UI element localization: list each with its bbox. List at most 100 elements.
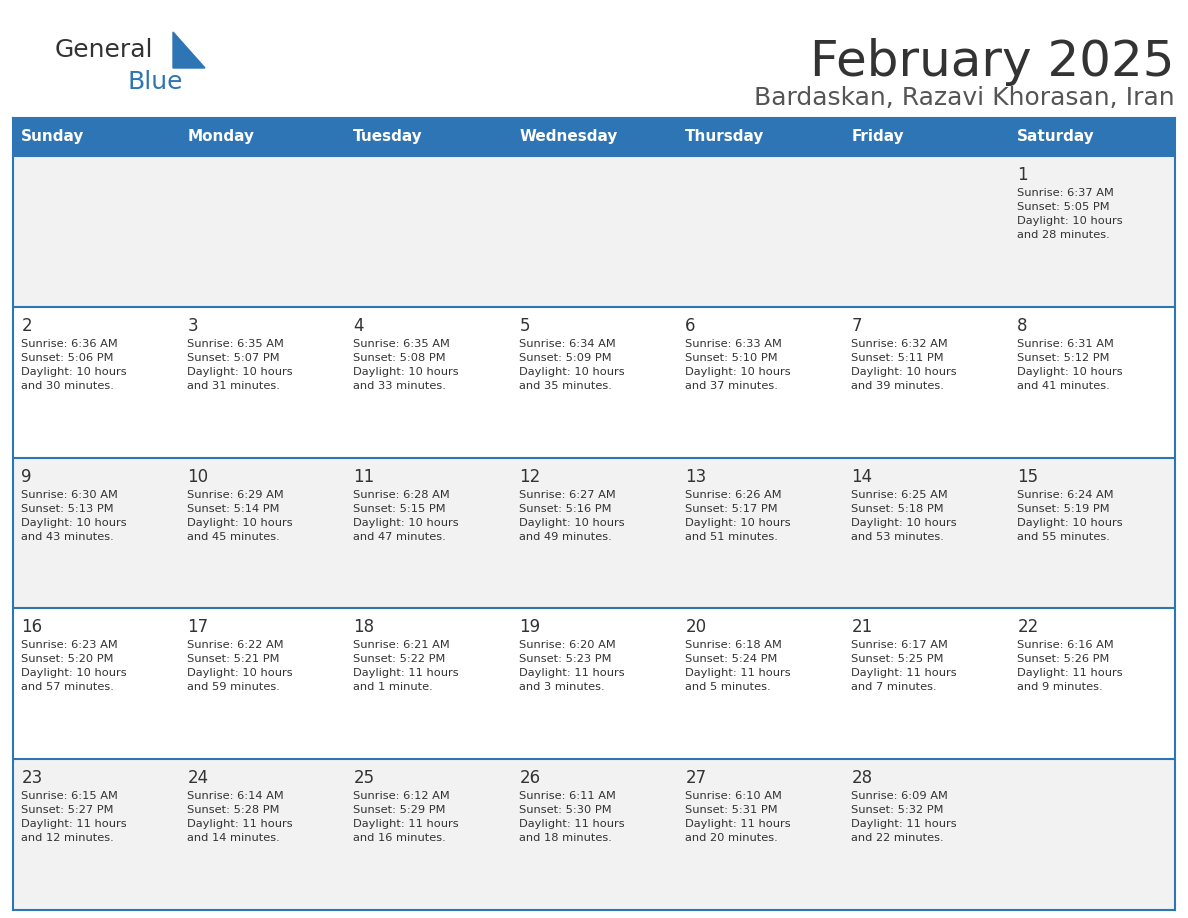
Text: 8: 8 <box>1017 317 1028 335</box>
Text: 3: 3 <box>188 317 198 335</box>
Text: 17: 17 <box>188 619 208 636</box>
Bar <box>511 457 677 609</box>
Bar <box>843 156 1009 307</box>
Bar <box>843 307 1009 457</box>
Text: 4: 4 <box>353 317 364 335</box>
Text: Sunrise: 6:37 AM
Sunset: 5:05 PM
Daylight: 10 hours
and 28 minutes.: Sunrise: 6:37 AM Sunset: 5:05 PM Dayligh… <box>1017 188 1123 240</box>
Text: Sunrise: 6:24 AM
Sunset: 5:19 PM
Daylight: 10 hours
and 55 minutes.: Sunrise: 6:24 AM Sunset: 5:19 PM Dayligh… <box>1017 489 1123 542</box>
Text: Sunrise: 6:35 AM
Sunset: 5:07 PM
Daylight: 10 hours
and 31 minutes.: Sunrise: 6:35 AM Sunset: 5:07 PM Dayligh… <box>188 339 293 391</box>
Bar <box>511 759 677 910</box>
Text: Friday: Friday <box>852 129 904 144</box>
Text: Sunrise: 6:17 AM
Sunset: 5:25 PM
Daylight: 11 hours
and 7 minutes.: Sunrise: 6:17 AM Sunset: 5:25 PM Dayligh… <box>852 641 956 692</box>
Text: 14: 14 <box>852 467 872 486</box>
Text: 11: 11 <box>353 467 374 486</box>
Text: Sunrise: 6:30 AM
Sunset: 5:13 PM
Daylight: 10 hours
and 43 minutes.: Sunrise: 6:30 AM Sunset: 5:13 PM Dayligh… <box>21 489 127 542</box>
Bar <box>179 609 345 759</box>
Text: Bardaskan, Razavi Khorasan, Iran: Bardaskan, Razavi Khorasan, Iran <box>754 86 1175 110</box>
Text: 25: 25 <box>353 769 374 788</box>
Bar <box>345 609 511 759</box>
Text: Sunrise: 6:31 AM
Sunset: 5:12 PM
Daylight: 10 hours
and 41 minutes.: Sunrise: 6:31 AM Sunset: 5:12 PM Dayligh… <box>1017 339 1123 391</box>
Text: 22: 22 <box>1017 619 1038 636</box>
Text: 23: 23 <box>21 769 43 788</box>
Text: 6: 6 <box>685 317 696 335</box>
Bar <box>677 307 843 457</box>
Text: 2: 2 <box>21 317 32 335</box>
Text: Sunrise: 6:29 AM
Sunset: 5:14 PM
Daylight: 10 hours
and 45 minutes.: Sunrise: 6:29 AM Sunset: 5:14 PM Dayligh… <box>188 489 293 542</box>
Text: 16: 16 <box>21 619 43 636</box>
Text: 9: 9 <box>21 467 32 486</box>
Bar <box>179 156 345 307</box>
Text: Sunrise: 6:22 AM
Sunset: 5:21 PM
Daylight: 10 hours
and 59 minutes.: Sunrise: 6:22 AM Sunset: 5:21 PM Dayligh… <box>188 641 293 692</box>
Text: Sunrise: 6:12 AM
Sunset: 5:29 PM
Daylight: 11 hours
and 16 minutes.: Sunrise: 6:12 AM Sunset: 5:29 PM Dayligh… <box>353 791 459 844</box>
Text: General: General <box>55 38 153 62</box>
Bar <box>1009 609 1175 759</box>
Text: Sunrise: 6:20 AM
Sunset: 5:23 PM
Daylight: 11 hours
and 3 minutes.: Sunrise: 6:20 AM Sunset: 5:23 PM Dayligh… <box>519 641 625 692</box>
Text: 12: 12 <box>519 467 541 486</box>
Text: Sunrise: 6:25 AM
Sunset: 5:18 PM
Daylight: 10 hours
and 53 minutes.: Sunrise: 6:25 AM Sunset: 5:18 PM Dayligh… <box>852 489 956 542</box>
Polygon shape <box>173 32 206 68</box>
Text: Saturday: Saturday <box>1017 129 1095 144</box>
Text: Sunday: Sunday <box>21 129 84 144</box>
Bar <box>511 118 677 156</box>
Text: 5: 5 <box>519 317 530 335</box>
Bar <box>677 759 843 910</box>
Text: 20: 20 <box>685 619 707 636</box>
Text: Sunrise: 6:28 AM
Sunset: 5:15 PM
Daylight: 10 hours
and 47 minutes.: Sunrise: 6:28 AM Sunset: 5:15 PM Dayligh… <box>353 489 459 542</box>
Bar <box>345 457 511 609</box>
Text: 28: 28 <box>852 769 872 788</box>
Text: Sunrise: 6:11 AM
Sunset: 5:30 PM
Daylight: 11 hours
and 18 minutes.: Sunrise: 6:11 AM Sunset: 5:30 PM Dayligh… <box>519 791 625 844</box>
Bar <box>677 118 843 156</box>
Bar <box>345 156 511 307</box>
Text: Sunrise: 6:10 AM
Sunset: 5:31 PM
Daylight: 11 hours
and 20 minutes.: Sunrise: 6:10 AM Sunset: 5:31 PM Dayligh… <box>685 791 791 844</box>
Bar <box>13 457 179 609</box>
Text: Tuesday: Tuesday <box>353 129 423 144</box>
Bar <box>843 118 1009 156</box>
Bar <box>677 457 843 609</box>
Text: 1: 1 <box>1017 166 1028 184</box>
Bar <box>511 609 677 759</box>
Bar <box>677 609 843 759</box>
Text: 24: 24 <box>188 769 208 788</box>
Text: Sunrise: 6:09 AM
Sunset: 5:32 PM
Daylight: 11 hours
and 22 minutes.: Sunrise: 6:09 AM Sunset: 5:32 PM Dayligh… <box>852 791 956 844</box>
Text: Sunrise: 6:33 AM
Sunset: 5:10 PM
Daylight: 10 hours
and 37 minutes.: Sunrise: 6:33 AM Sunset: 5:10 PM Dayligh… <box>685 339 791 391</box>
Bar <box>843 457 1009 609</box>
Text: Sunrise: 6:21 AM
Sunset: 5:22 PM
Daylight: 11 hours
and 1 minute.: Sunrise: 6:21 AM Sunset: 5:22 PM Dayligh… <box>353 641 459 692</box>
Bar <box>345 307 511 457</box>
Text: Sunrise: 6:34 AM
Sunset: 5:09 PM
Daylight: 10 hours
and 35 minutes.: Sunrise: 6:34 AM Sunset: 5:09 PM Dayligh… <box>519 339 625 391</box>
Bar <box>1009 759 1175 910</box>
Bar <box>179 759 345 910</box>
Bar <box>345 759 511 910</box>
Text: Wednesday: Wednesday <box>519 129 618 144</box>
Text: Blue: Blue <box>127 70 183 94</box>
Text: Sunrise: 6:14 AM
Sunset: 5:28 PM
Daylight: 11 hours
and 14 minutes.: Sunrise: 6:14 AM Sunset: 5:28 PM Dayligh… <box>188 791 293 844</box>
Text: Sunrise: 6:15 AM
Sunset: 5:27 PM
Daylight: 11 hours
and 12 minutes.: Sunrise: 6:15 AM Sunset: 5:27 PM Dayligh… <box>21 791 127 844</box>
Bar <box>13 759 179 910</box>
Text: Sunrise: 6:16 AM
Sunset: 5:26 PM
Daylight: 11 hours
and 9 minutes.: Sunrise: 6:16 AM Sunset: 5:26 PM Dayligh… <box>1017 641 1123 692</box>
Bar <box>511 156 677 307</box>
Bar <box>345 118 511 156</box>
Bar <box>13 609 179 759</box>
Text: 19: 19 <box>519 619 541 636</box>
Bar <box>1009 118 1175 156</box>
Text: 21: 21 <box>852 619 872 636</box>
Bar <box>179 457 345 609</box>
Text: 7: 7 <box>852 317 861 335</box>
Text: Sunrise: 6:32 AM
Sunset: 5:11 PM
Daylight: 10 hours
and 39 minutes.: Sunrise: 6:32 AM Sunset: 5:11 PM Dayligh… <box>852 339 956 391</box>
Text: 27: 27 <box>685 769 707 788</box>
Text: February 2025: February 2025 <box>810 38 1175 86</box>
Text: 18: 18 <box>353 619 374 636</box>
Bar <box>677 156 843 307</box>
Text: 15: 15 <box>1017 467 1038 486</box>
Bar <box>843 759 1009 910</box>
Bar <box>13 118 179 156</box>
Text: 13: 13 <box>685 467 707 486</box>
Bar <box>13 156 179 307</box>
Text: Sunrise: 6:35 AM
Sunset: 5:08 PM
Daylight: 10 hours
and 33 minutes.: Sunrise: 6:35 AM Sunset: 5:08 PM Dayligh… <box>353 339 459 391</box>
Bar <box>13 307 179 457</box>
Bar <box>179 307 345 457</box>
Text: 10: 10 <box>188 467 208 486</box>
Text: Sunrise: 6:18 AM
Sunset: 5:24 PM
Daylight: 11 hours
and 5 minutes.: Sunrise: 6:18 AM Sunset: 5:24 PM Dayligh… <box>685 641 791 692</box>
Bar <box>843 609 1009 759</box>
Bar <box>1009 457 1175 609</box>
Text: Sunrise: 6:26 AM
Sunset: 5:17 PM
Daylight: 10 hours
and 51 minutes.: Sunrise: 6:26 AM Sunset: 5:17 PM Dayligh… <box>685 489 791 542</box>
